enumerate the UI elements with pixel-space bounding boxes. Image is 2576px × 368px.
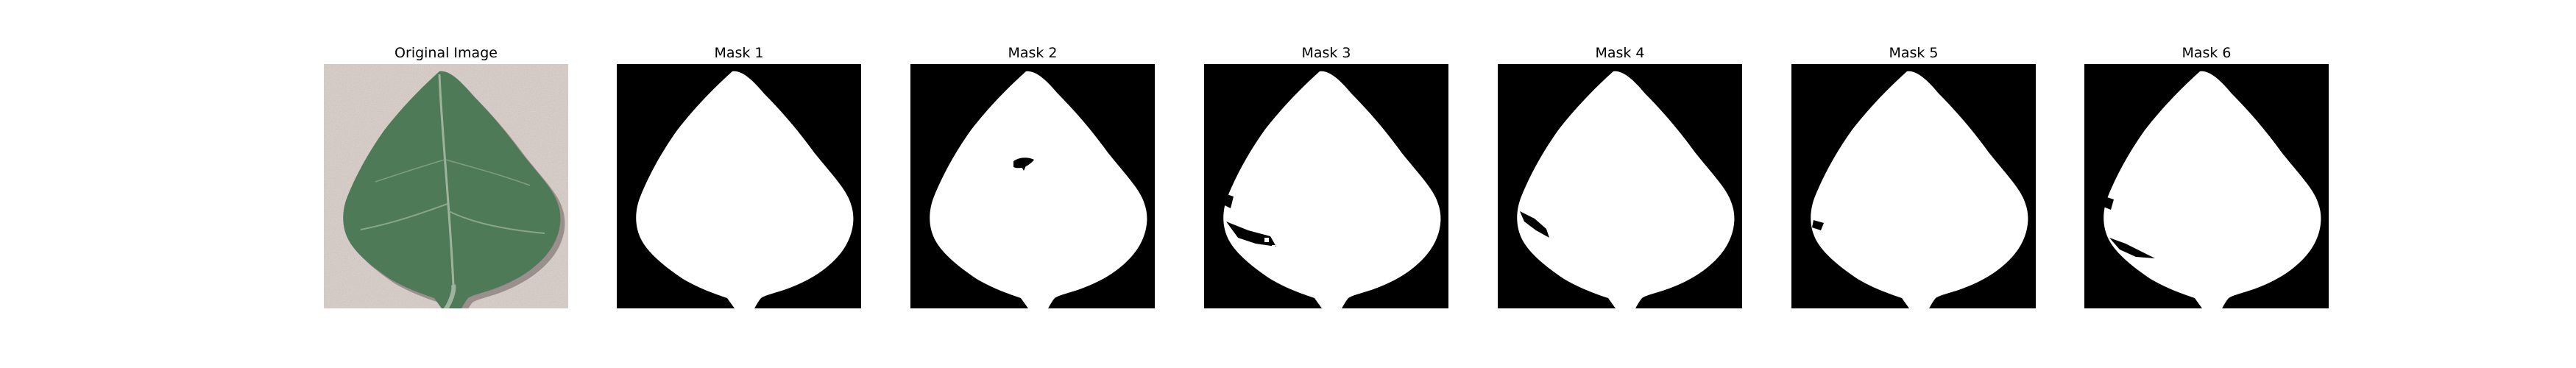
panel-mask-6: Mask 6 [2084,0,2329,368]
panel-title: Mask 6 [2182,45,2232,61]
mask-4-image [1498,64,1742,308]
panel-title: Mask 1 [714,45,764,61]
panel-title: Mask 3 [1301,45,1351,61]
mask-3-image [1204,64,1448,308]
mask-5-image [1791,64,2036,308]
mask-1-image [617,64,861,308]
mask-6-image [2084,64,2329,308]
panel-mask-3: Mask 3 [1204,0,1448,368]
mask-2-image [910,64,1155,308]
panel-original-image: Original Image [324,0,568,368]
mask-hole [1013,158,1034,169]
panel-title: Mask 5 [1889,45,1939,61]
panel-title: Mask 4 [1595,45,1645,61]
panel-title: Mask 2 [1008,45,1058,61]
panel-mask-2: Mask 2 [910,0,1155,368]
mask-edge-gap [1520,211,1549,238]
mask-edge-gap [2103,197,2114,210]
panel-mask-1: Mask 1 [617,0,861,368]
mask-edge-gap [1222,194,1234,208]
panel-mask-4: Mask 4 [1498,0,1742,368]
panel-title: Original Image [394,45,498,61]
panel-mask-5: Mask 5 [1791,0,2036,368]
mask-edge-gap [1812,220,1824,230]
leaf [343,71,561,308]
leaf-photo [324,64,568,308]
